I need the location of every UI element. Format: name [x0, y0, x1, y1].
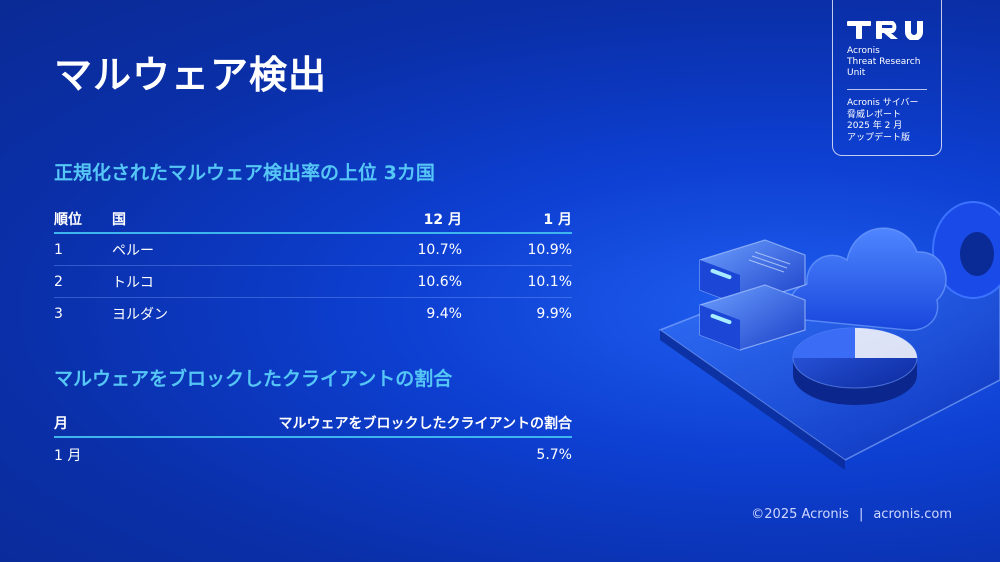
- report-badge: Acronis Threat Research Unit Acronis サイバ…: [832, 0, 942, 156]
- server-stack-icon: [699, 239, 806, 351]
- january-rate-cell: 10.1%: [462, 265, 572, 298]
- table-row: 3 ヨルダン 9.4% 9.9%: [54, 297, 572, 329]
- table-row: 1 ペルー 10.7% 10.9%: [54, 233, 572, 266]
- rank-cell: 3: [54, 297, 112, 329]
- rank-cell: 1: [54, 241, 63, 258]
- header-january: 1 月: [462, 206, 572, 234]
- rank-cell: 2: [54, 265, 112, 298]
- badge-divider: [847, 89, 927, 90]
- header-month: 月: [54, 410, 99, 438]
- table-header-row: 順位 国 12 月 1 月: [54, 206, 572, 234]
- badge-report-note: Acronis サイバー 脅威レポート 2025 年 2 月 アップデート版: [847, 98, 919, 143]
- footer: ©2025 Acronis | acronis.com: [751, 507, 952, 522]
- table-row: 1 月 5.7%: [54, 437, 572, 472]
- header-blocked-ratio: マルウェアをブロックしたクライアントの割合: [98, 410, 572, 438]
- blocked-ratio-cell: 5.7%: [536, 447, 572, 463]
- header-country: 国: [112, 206, 352, 234]
- pie-chart-icon: [792, 327, 918, 405]
- footer-separator: |: [858, 507, 864, 522]
- blocked-clients-table: 月 マルウェアをブロックしたクライアントの割合 1 月 5.7%: [54, 410, 572, 472]
- copyright-text: ©2025 Acronis: [751, 507, 849, 522]
- table-header-row: 月 マルウェアをブロックしたクライアントの割合: [54, 410, 572, 438]
- header-rank: 順位: [54, 206, 112, 234]
- country-cell: ペルー: [112, 242, 154, 259]
- country-cell: ヨルダン: [112, 297, 352, 329]
- december-rate-cell: 10.7%: [417, 241, 462, 258]
- country-cell: トルコ: [112, 265, 352, 298]
- december-rate-cell: 9.4%: [352, 297, 462, 329]
- tru-logo-icon: [847, 21, 923, 40]
- page-title: マルウェア検出: [54, 53, 328, 97]
- top-countries-table: 順位 国 12 月 1 月 1 ペルー 10.7% 10.9% 2 トルコ 10…: [54, 206, 572, 329]
- cloud-server-illustration: [658, 201, 1000, 470]
- january-rate-cell: 10.9%: [527, 241, 572, 258]
- table-row: 2 トルコ 10.6% 10.1%: [54, 265, 572, 298]
- december-rate-cell: 10.6%: [352, 265, 462, 298]
- header-december: 12 月: [352, 206, 462, 234]
- january-rate-cell: 9.9%: [462, 297, 572, 329]
- badge-unit-name: Acronis Threat Research Unit: [847, 46, 921, 78]
- top-countries-section-title: 正規化されたマルウェア検出率の上位 3カ国: [54, 162, 435, 184]
- month-cell: 1 月: [54, 448, 82, 464]
- website-text: acronis.com: [873, 507, 952, 522]
- blocked-clients-section-title: マルウェアをブロックしたクライアントの割合: [54, 368, 453, 390]
